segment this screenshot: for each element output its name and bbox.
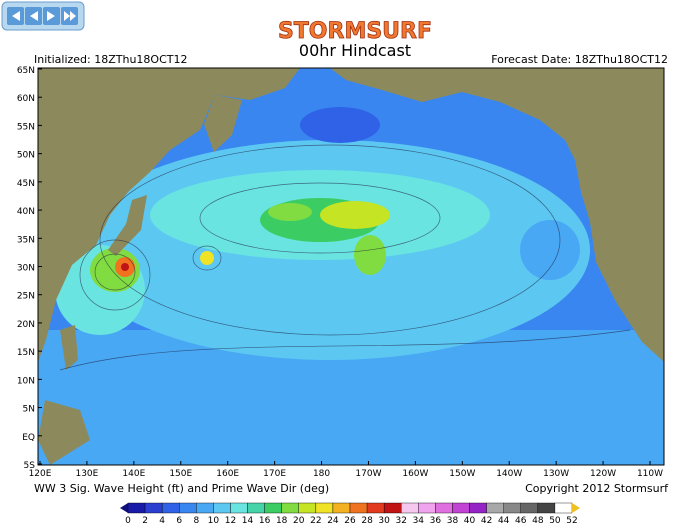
color-label: 4 (159, 516, 165, 526)
color-swatch (366, 502, 385, 514)
initialized: Initialized: 18ZThu18OCT12 (34, 53, 187, 66)
color-label: 16 (259, 516, 271, 526)
lon-label: 150E (169, 469, 192, 479)
lat-label: 30N (17, 264, 35, 274)
color-swatch (230, 502, 248, 514)
color-swatch (127, 502, 146, 514)
color-swatch (213, 502, 231, 514)
color-label: 42 (481, 516, 492, 526)
color-label: 0 (125, 516, 131, 526)
color-bar: 0 2 4 6 8 10 12 14 16 18 20 22 24 26 28 30 32 34 36 38 40 42 4… (120, 502, 580, 526)
lon-label: 130E (75, 469, 98, 479)
color-swatch (144, 502, 163, 514)
color-swatch (161, 502, 180, 514)
lat-label: 20N (17, 320, 35, 330)
color-swatch (264, 502, 282, 514)
color-label: 8 (193, 516, 199, 526)
color-label: 20 (293, 516, 305, 526)
color-swatch (452, 502, 470, 514)
color-swatch (520, 502, 539, 514)
color-swatch (401, 502, 419, 514)
title: 00hr Hindcast (299, 41, 411, 60)
lon-label: 130W (543, 469, 569, 479)
color-swatch (418, 502, 436, 514)
color-label: 46 (515, 516, 527, 526)
lat-label: 45N (17, 179, 35, 189)
copyright: Copyright 2012 Stormsurf (525, 482, 669, 495)
color-label: 30 (378, 516, 390, 526)
lon-labels: 120E 130E 140E 150E 160E 170E 180 170W 160W 150W 1… (29, 461, 663, 479)
lat-label: 40N (17, 207, 35, 217)
color-swatch (469, 502, 487, 514)
color-swatch (247, 502, 265, 514)
color-swatch (281, 502, 299, 514)
lat-label: EQ (22, 433, 35, 443)
color-label: 2 (142, 516, 148, 526)
lon-label: 120E (29, 469, 52, 479)
lon-label: 160W (402, 469, 428, 479)
color-swatch (179, 502, 197, 514)
lon-label: 150W (449, 469, 475, 479)
color-label: 14 (242, 516, 254, 526)
lat-labels: 65N 60N 55N 50N 45N 40N 35N 30N 25N 20N 15N 10N 5N EQ… (17, 66, 42, 471)
color-swatch (298, 502, 317, 514)
lat-label: 25N (17, 292, 35, 302)
color-swatch (554, 502, 573, 514)
color-label: 50 (549, 516, 561, 526)
lat-label: 15N (17, 348, 35, 358)
lat-label: 60N (17, 94, 35, 104)
color-label: 28 (361, 516, 373, 526)
brand: STORMSURF (278, 19, 432, 44)
color-label: 52 (566, 516, 577, 526)
color-label: 26 (344, 516, 356, 526)
color-swatch (332, 502, 351, 514)
forecast-date: Forecast Date: 18ZThu18OCT12 (491, 53, 668, 66)
lon-label: 110W (637, 469, 663, 479)
lat-label: 5N (23, 405, 35, 415)
color-label: 6 (176, 516, 182, 526)
lat-label: 5S (24, 461, 36, 471)
color-swatch (486, 502, 504, 514)
color-label: 38 (447, 516, 459, 526)
nav-buttons (1, 1, 85, 31)
color-label: 32 (396, 516, 407, 526)
lon-label: 140W (496, 469, 522, 479)
lat-label: 10N (17, 376, 35, 386)
color-label: 24 (327, 516, 339, 526)
map (37, 67, 665, 466)
lat-label: 50N (17, 151, 35, 161)
color-swatch (315, 502, 334, 514)
color-swatch (537, 502, 556, 514)
color-label: 18 (276, 516, 288, 526)
color-label: 36 (430, 516, 442, 526)
color-label: 48 (532, 516, 544, 526)
color-swatch (503, 502, 521, 514)
color-arrow (572, 503, 580, 513)
lat-label: 35N (17, 235, 35, 245)
lon-label: 120W (590, 469, 616, 479)
lon-label: 140E (122, 469, 145, 479)
caption: WW 3 Sig. Wave Height (ft) and Prime Wav… (34, 482, 329, 495)
color-label: 44 (498, 516, 510, 526)
color-swatch (435, 502, 453, 514)
color-label: 10 (208, 516, 220, 526)
lon-label: 170E (263, 469, 286, 479)
lon-label: 180 (313, 469, 330, 479)
color-label: 40 (464, 516, 476, 526)
color-swatch (349, 502, 368, 514)
lon-label: 160E (216, 469, 239, 479)
color-label: 34 (413, 516, 425, 526)
color-swatch (383, 502, 402, 514)
lon-label: 170W (355, 469, 381, 479)
lat-label: 65N (17, 66, 35, 76)
color-label: 12 (225, 516, 236, 526)
lat-label: 55N (17, 122, 35, 132)
color-label: 22 (310, 516, 321, 526)
color-swatch (196, 502, 214, 514)
